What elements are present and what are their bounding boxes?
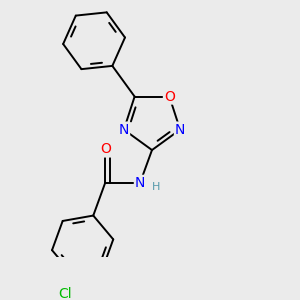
Text: Cl: Cl bbox=[58, 286, 72, 300]
Text: N: N bbox=[135, 176, 145, 190]
Text: H: H bbox=[152, 182, 160, 192]
Text: N: N bbox=[175, 123, 185, 136]
Text: O: O bbox=[100, 142, 111, 156]
Text: N: N bbox=[119, 123, 129, 136]
Text: O: O bbox=[164, 90, 175, 104]
